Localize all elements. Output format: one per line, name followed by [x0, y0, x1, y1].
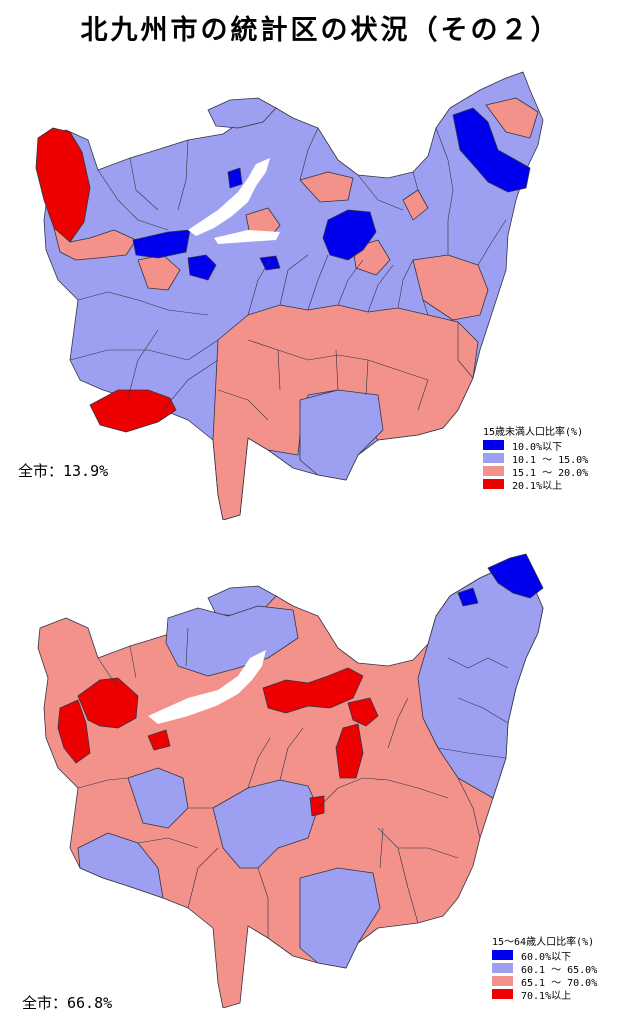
- map-15to64-svg: [37, 553, 544, 1008]
- blue-central-1: [187, 254, 217, 281]
- whole-city-value: 全市：13.9%: [18, 462, 109, 480]
- legend-swatch: [492, 976, 513, 986]
- south-blue: [299, 867, 381, 969]
- legend-swatch: [492, 963, 513, 973]
- legend-title: 15歳未満人口比率(%): [483, 427, 584, 438]
- harbor-water: [188, 158, 270, 236]
- map-under15-svg: [35, 71, 544, 520]
- blue-central-2: [259, 255, 281, 271]
- legend-item: 70.1%以上: [492, 988, 597, 1002]
- southwest-blue: [77, 832, 164, 899]
- page-title: 北九州市の統計区の状況（その２）: [80, 15, 561, 46]
- west-red: [77, 677, 139, 729]
- legend-swatch: [483, 479, 504, 489]
- legend-swatch: [483, 466, 504, 476]
- south-central-blue: [212, 779, 319, 869]
- map-15to64: [18, 548, 624, 1008]
- southwest-red: [89, 389, 177, 433]
- legend-item: 65.1 ～ 70.0%: [492, 975, 598, 989]
- legend-item: 10.0%以下: [483, 439, 588, 453]
- blue-center-block: [322, 209, 377, 261]
- legend-swatch: [483, 440, 504, 450]
- central-red-5: [147, 729, 171, 751]
- legend-label: 60.1 ～ 65.0%: [521, 964, 598, 976]
- legend-label: 15.1 ～ 20.0%: [512, 467, 589, 479]
- central-red-3: [347, 697, 379, 727]
- west-red-2: [57, 699, 91, 764]
- legend-label: 70.1%以上: [521, 990, 572, 1002]
- legend-15to64: 15～64歳人口比率(%) 60.0%以下 60.1 ～ 65.0% 65.1 …: [492, 933, 598, 1002]
- legend-under15: 15歳未満人口比率(%) 10.0%以下 10.1 ～ 15.0% 15.1 ～…: [483, 423, 589, 492]
- south-salmon: [212, 304, 479, 520]
- legend-label: 65.1 ～ 70.0%: [521, 977, 598, 989]
- west-red: [35, 127, 91, 243]
- south-blue: [299, 389, 384, 481]
- blue-east-tip: [487, 553, 544, 599]
- legend-label: 10.1 ～ 15.0%: [512, 454, 589, 466]
- blue-north-spot: [227, 167, 243, 189]
- west-salmon-1: [53, 227, 137, 261]
- legend-item: 15.1 ～ 20.0%: [483, 465, 589, 479]
- east-salmon-3: [402, 189, 429, 221]
- legend-swatch: [492, 950, 513, 960]
- map-under15: [18, 60, 624, 520]
- legend-label: 60.0%以下: [521, 951, 572, 963]
- east-salmon-2: [485, 97, 539, 139]
- blue-east-cluster: [452, 107, 531, 193]
- legend-swatch: [492, 989, 513, 999]
- island-north: [207, 97, 277, 129]
- whole-city-value: 全市：66.8%: [22, 994, 113, 1012]
- central-salmon-1: [299, 171, 354, 203]
- legend-item: 60.0%以下: [492, 949, 597, 963]
- blue-west-industrial: [132, 229, 191, 259]
- legend-label: 10.0%以下: [512, 441, 563, 453]
- blue-east-spot: [457, 587, 479, 607]
- legend-swatch: [483, 453, 504, 463]
- legend-item: 10.1 ～ 15.0%: [483, 452, 589, 466]
- central-red-1: [262, 667, 364, 714]
- central-red-2: [335, 723, 364, 779]
- north-blue-band: [165, 605, 299, 677]
- legend-item: 20.1%以上: [483, 478, 588, 492]
- legend-label: 20.1%以上: [512, 480, 563, 492]
- legend-item: 60.1 ～ 65.0%: [492, 962, 598, 976]
- central-red-4: [309, 795, 325, 817]
- harbor-water: [148, 650, 266, 724]
- harbor-water-2: [214, 230, 280, 244]
- east-salmon-1: [412, 254, 489, 321]
- legend-title: 15～64歳人口比率(%): [492, 937, 595, 948]
